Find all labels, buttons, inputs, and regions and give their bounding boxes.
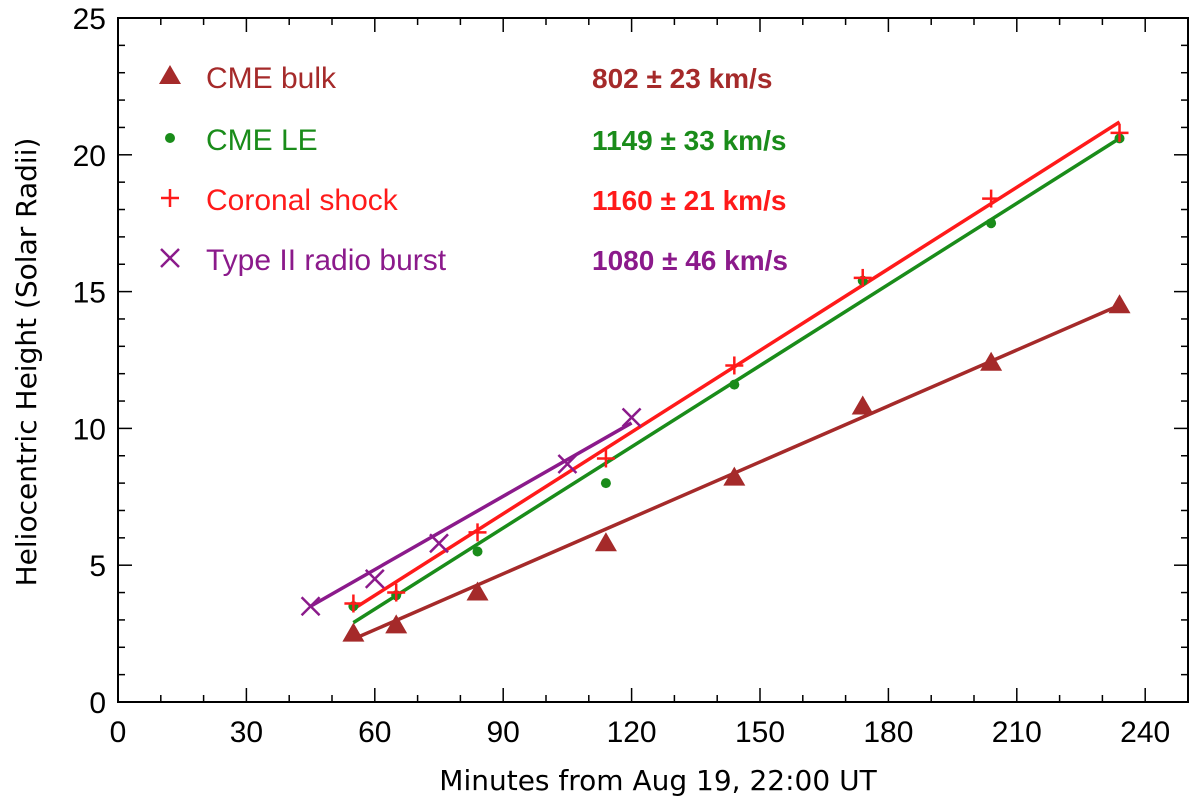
data-point-cme-le xyxy=(472,546,483,557)
data-point-cme-bulk xyxy=(1108,294,1131,314)
x-tick-label: 210 xyxy=(992,716,1042,749)
data-point-cme-le xyxy=(986,218,997,229)
legend-speed-type-ii-radio-burst: 1080 ± 46 km/s xyxy=(592,245,788,276)
data-point-coronal-shock xyxy=(1110,123,1129,142)
y-axis-title: Heliocentric Height (Solar Radii) xyxy=(10,138,43,587)
legend-speed-cme-le: 1149 ± 33 km/s xyxy=(592,125,786,156)
legend-symbol-cme-bulk xyxy=(159,65,181,84)
legend-symbol-type-ii-radio-burst xyxy=(160,248,180,268)
data-point-coronal-shock xyxy=(725,356,744,375)
x-tick-label: 30 xyxy=(230,716,263,749)
cross-marker-b xyxy=(557,454,578,474)
data-point-type-ii-radio-burst xyxy=(429,533,449,554)
data-point-coronal-shock xyxy=(982,189,1001,208)
data-markers xyxy=(300,123,1131,642)
legend-speed-coronal-shock: 1160 ± 21 km/s xyxy=(592,185,786,216)
cross-marker-b xyxy=(160,248,180,268)
plot-frame xyxy=(117,17,1189,703)
data-point-coronal-shock xyxy=(387,583,406,602)
legend-symbol-cme-le xyxy=(165,133,175,143)
data-point-coronal-shock xyxy=(468,523,487,542)
x-axis-title: Minutes from Aug 19, 22:00 UT xyxy=(439,764,877,797)
legend-symbol-coronal-shock xyxy=(161,189,179,207)
x-tick-label: 150 xyxy=(735,716,785,749)
legend-label-cme-le: CME LE xyxy=(206,124,318,157)
data-point-coronal-shock xyxy=(596,449,615,468)
legend-label-type-ii-radio-burst: Type II radio burst xyxy=(206,244,447,277)
data-point-type-ii-radio-burst xyxy=(621,407,642,428)
x-tick-label: 240 xyxy=(1120,716,1170,749)
fit-line-type-ii-radio-burst xyxy=(309,421,633,608)
legend: CME bulk 802 ± 23 km/s CME LE 1149 ± 33 km/… xyxy=(159,62,788,277)
data-point-coronal-shock xyxy=(853,268,872,287)
legend-label-coronal-shock: Coronal shock xyxy=(206,184,399,217)
data-point-cme-bulk xyxy=(980,351,1003,371)
x-tick-label: 180 xyxy=(863,716,913,749)
y-tick-label: 20 xyxy=(73,140,106,173)
x-tick-label: 60 xyxy=(358,716,391,749)
x-tick-label: 0 xyxy=(110,716,127,749)
data-point-cme-bulk xyxy=(723,466,746,486)
y-tick-label: 25 xyxy=(73,3,106,36)
legend-label-cme-bulk: CME bulk xyxy=(206,62,337,95)
cross-marker-b xyxy=(429,533,449,554)
data-point-type-ii-radio-burst xyxy=(557,454,578,474)
data-point-cme-bulk xyxy=(342,622,365,642)
y-tick-label: 5 xyxy=(89,550,106,583)
data-point-type-ii-radio-burst xyxy=(364,568,385,589)
data-point-cme-bulk xyxy=(594,532,617,552)
legend-speed-cme-bulk: 802 ± 23 km/s xyxy=(592,63,772,94)
data-point-cme-bulk xyxy=(466,581,489,601)
cross-marker-b xyxy=(364,568,385,589)
data-point-coronal-shock xyxy=(344,594,363,613)
y-tick-label: 10 xyxy=(73,413,106,446)
data-point-cme-bulk xyxy=(851,395,874,415)
data-point-cme-bulk xyxy=(385,614,408,634)
cross-marker-b xyxy=(621,407,642,428)
x-tick-label: 90 xyxy=(487,716,520,749)
data-point-cme-le xyxy=(600,478,611,489)
data-point-type-ii-radio-burst xyxy=(300,596,321,617)
y-tick-label: 0 xyxy=(89,687,106,720)
y-tick-label: 15 xyxy=(73,277,106,310)
data-point-cme-le xyxy=(729,379,740,390)
axis-ticks: 0 30 60 90 120 150 180 210 240 0 5 10 15 20 25 xyxy=(73,3,1189,749)
x-tick-label: 120 xyxy=(607,716,657,749)
cross-marker-b xyxy=(300,596,321,617)
